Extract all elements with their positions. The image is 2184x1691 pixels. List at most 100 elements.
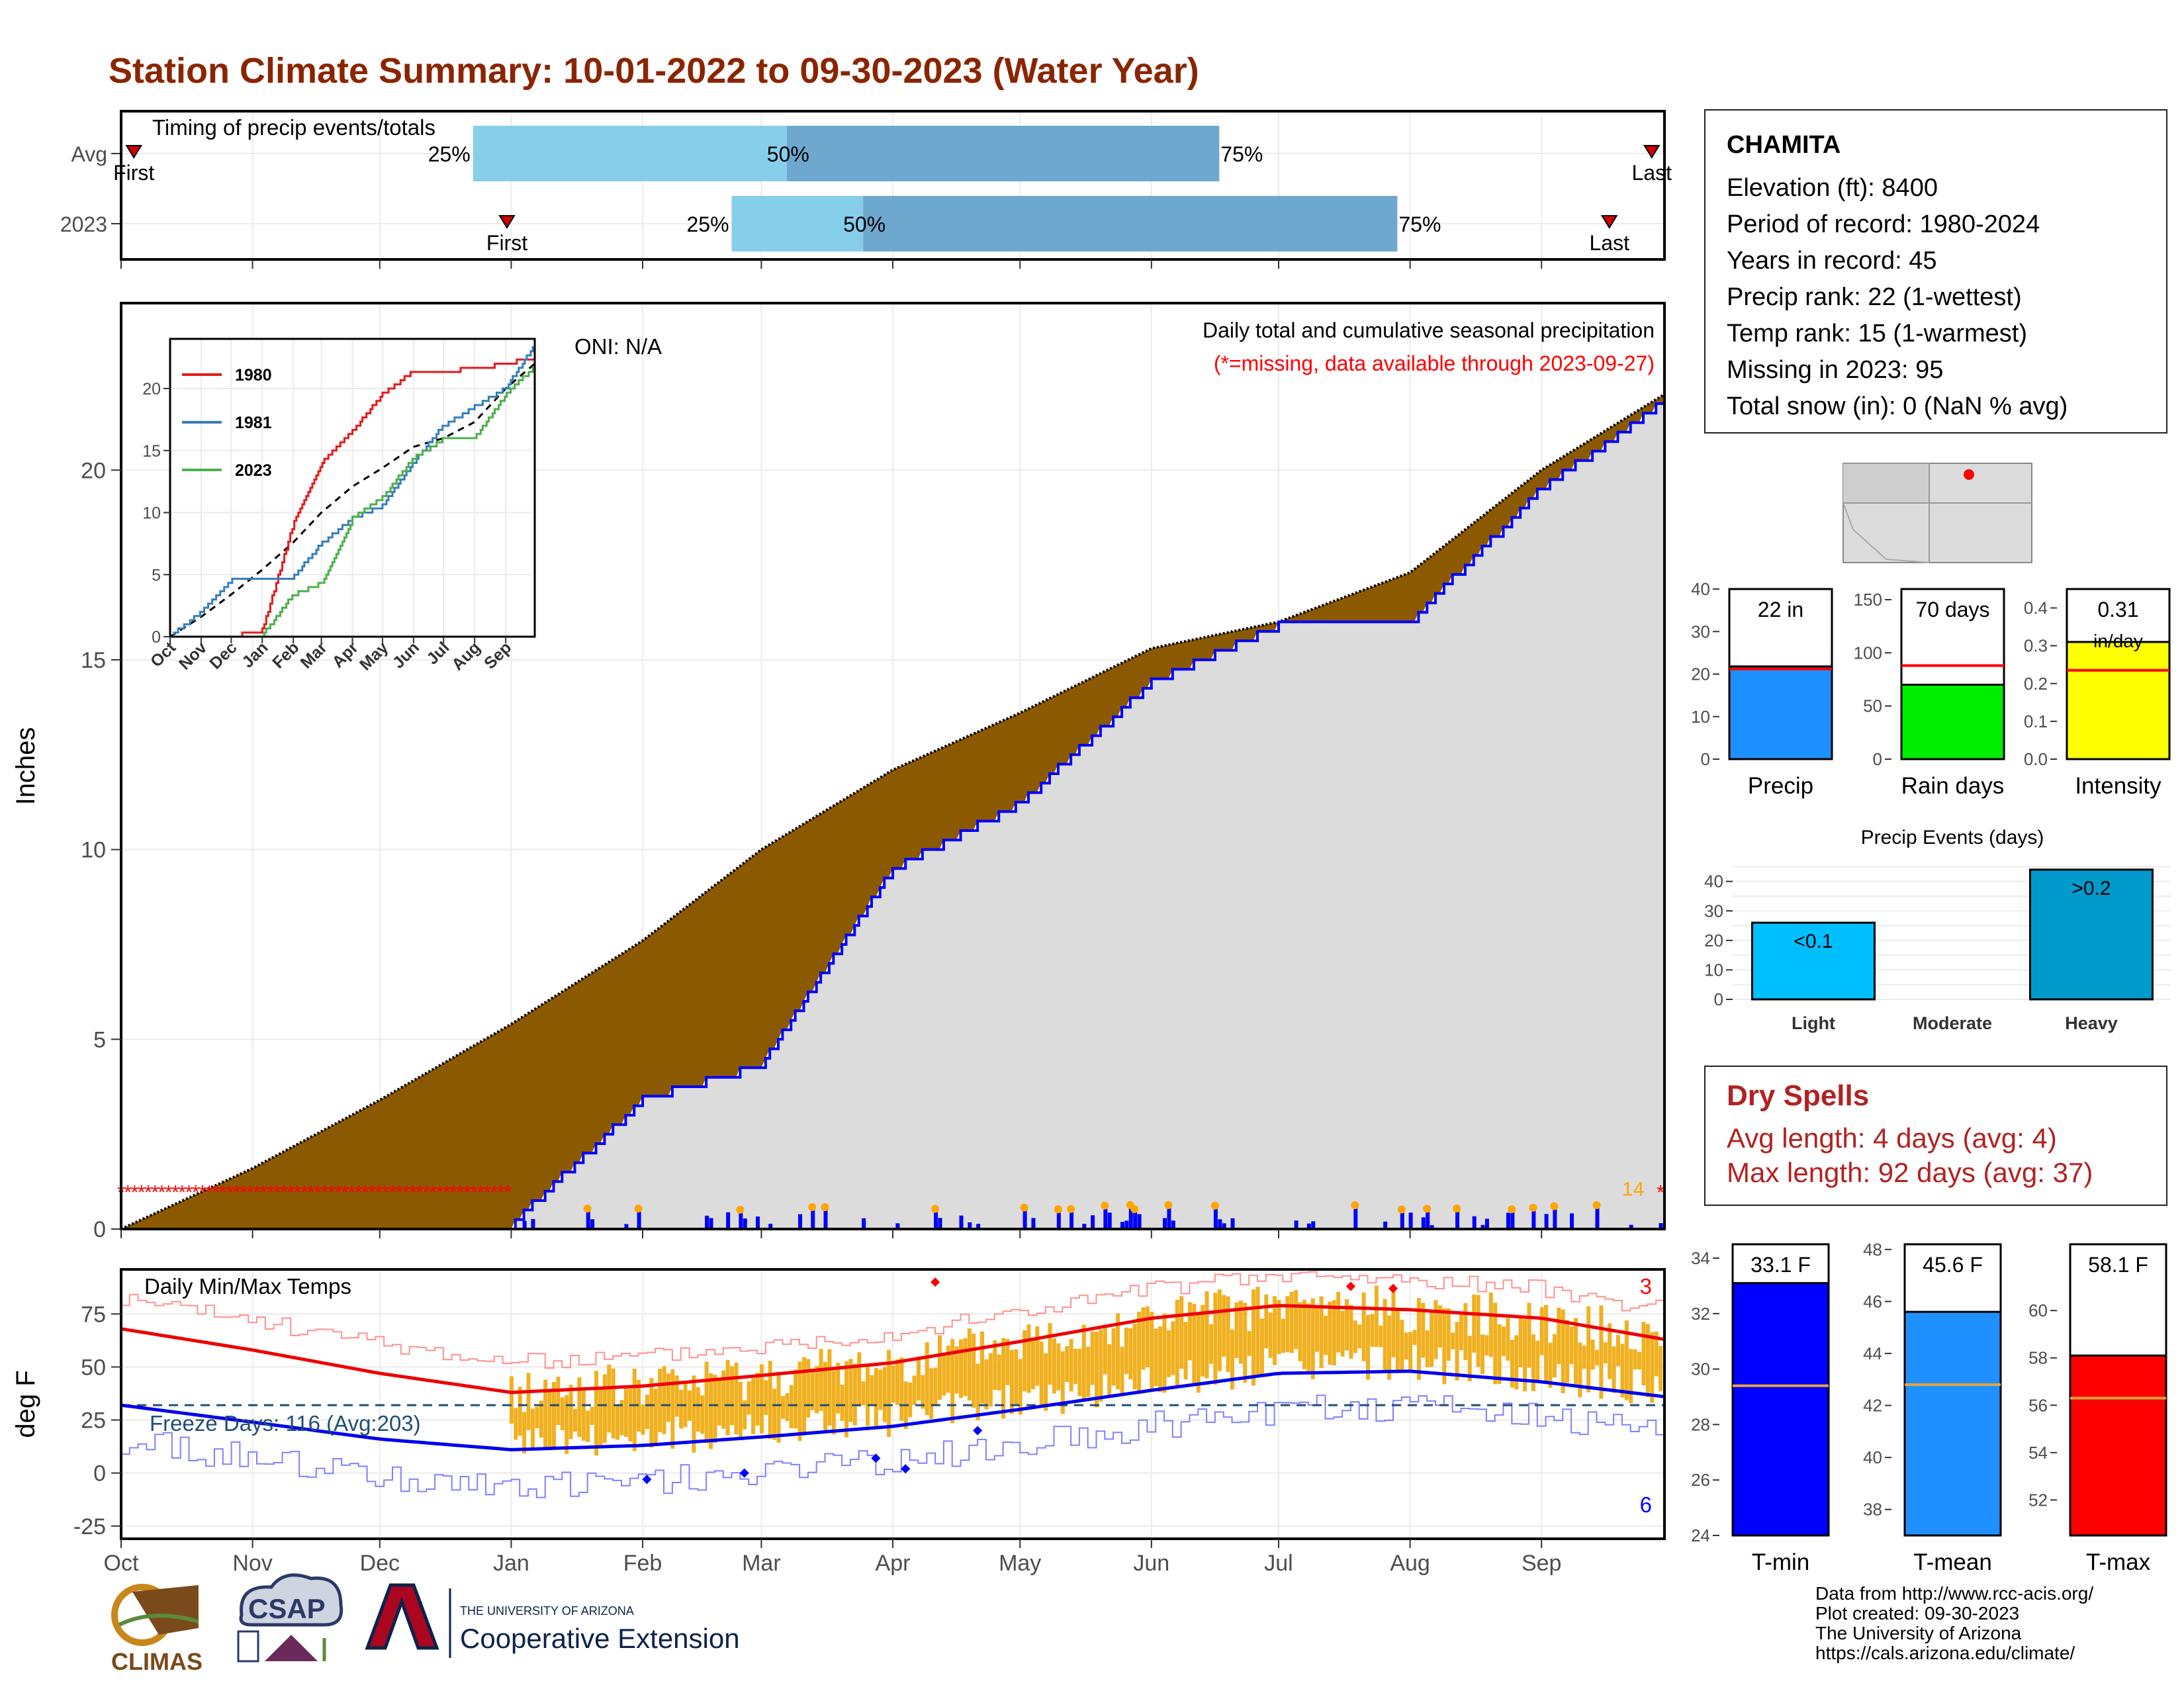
month-label: Oct [104, 1551, 139, 1576]
daily-temp-range-bar [679, 1389, 684, 1429]
mini-bar-name: Intensity [2075, 773, 2161, 799]
daily-temp-range-bar [1222, 1295, 1226, 1357]
daily-precip-marker [1130, 1205, 1139, 1213]
temp-panel-label: Daily Min/Max Temps [144, 1274, 351, 1299]
daily-temp-range-bar [526, 1373, 531, 1430]
daily-precip-bar [743, 1218, 747, 1229]
daily-precip-bar [637, 1210, 641, 1229]
mini-bar-value [1731, 1282, 1830, 1537]
mini-bar-value [1900, 684, 2005, 760]
daily-precip-marker [1020, 1203, 1028, 1212]
daily-temp-range-bar [1383, 1299, 1387, 1371]
credit-line: Plot created: 09-30-2023 [1815, 1603, 2020, 1623]
station-info-box: CHAMITA Elevation (ft): 8400 Period of r… [1704, 109, 2167, 434]
mini-tick-label: 28 [1691, 1414, 1710, 1434]
mini-tick-label: 44 [1863, 1344, 1882, 1363]
temp-tick-label: -25 [73, 1514, 106, 1539]
daily-temp-range-bar [1302, 1300, 1306, 1369]
daily-precip-bar [968, 1222, 972, 1229]
mini-bar-name: T-mean [1913, 1549, 1992, 1575]
daily-precip-marker [821, 1203, 829, 1211]
daily-precip-bar [1480, 1224, 1485, 1229]
summary-bars: 0 10 20 30 40 22 in Precip 0 50 100 150 70 days Rain… [1691, 579, 2179, 799]
daily-temp-range-bar [815, 1365, 819, 1414]
daily-temp-range-bar [721, 1370, 726, 1429]
events-category-label: Heavy [2065, 1013, 2118, 1033]
daily-temp-range-bar [895, 1359, 899, 1405]
temp-tick-label: 75 [81, 1302, 106, 1327]
daily-temp-range-bar [1459, 1311, 1463, 1351]
daily-precip-bar [798, 1214, 803, 1229]
daily-temp-range-bar [1044, 1353, 1048, 1411]
daily-temp-range-bar [827, 1349, 832, 1426]
daily-temp-range-bar [1187, 1302, 1192, 1361]
last-event-marker [1600, 215, 1618, 229]
daily-temp-range-bar [874, 1367, 878, 1428]
daily-precip-marker [931, 1205, 940, 1213]
missing-marker: * [212, 1182, 220, 1204]
daily-temp-range-bar [810, 1371, 815, 1410]
daily-temp-range-bar [755, 1372, 760, 1426]
daily-temp-range-bar [547, 1391, 552, 1451]
daily-temp-range-bar [1230, 1329, 1235, 1390]
average-min-line [120, 1369, 1665, 1451]
daily-precip-bar [1595, 1207, 1600, 1229]
daily-temp-range-bar [560, 1397, 565, 1431]
events-bar [2029, 868, 2154, 1001]
daily-temp-range-bar [1446, 1308, 1451, 1361]
daily-temp-range-bar [1162, 1313, 1167, 1393]
daily-temp-range-bar [641, 1404, 645, 1435]
events-bar-label: >0.2 [2071, 878, 2111, 899]
daily-temp-range-bar [556, 1377, 561, 1426]
daily-precip-bar [1107, 1212, 1112, 1229]
daily-precip-marker [1592, 1201, 1601, 1209]
daily-temp-range-bar [1518, 1318, 1523, 1367]
daily-precip-bar [895, 1223, 900, 1229]
csap-wordmark: CSAP [248, 1593, 326, 1624]
daily-temp-range-bar [1608, 1323, 1612, 1379]
locator-map [1843, 463, 2032, 563]
daily-precip-bar [1294, 1220, 1298, 1229]
daily-temp-range-bar [1659, 1346, 1663, 1391]
mini-bar-value-label: 58.1 F [2088, 1253, 2148, 1277]
mini-tick-label: 48 [1863, 1240, 1882, 1259]
missing-marker: * [457, 1182, 465, 1204]
daily-temp-range-bar [743, 1400, 747, 1430]
daily-precip-bar [1510, 1211, 1515, 1229]
daily-temp-range-bar [1298, 1302, 1302, 1361]
daily-precip-bar [811, 1209, 815, 1229]
daily-temp-range-bar [1366, 1314, 1371, 1380]
events-tick-label: 20 [1704, 931, 1723, 950]
missing-marker: * [449, 1182, 457, 1204]
csap-logo: CSAP [237, 1573, 343, 1663]
precip-events-chart: Precip Events (days) 0 10 20 30 40 <0.1 Light Mo… [1704, 827, 2171, 1033]
daily-temp-range-bar [1569, 1326, 1574, 1365]
events-tick-label: 10 [1704, 960, 1723, 980]
daily-temp-range-bar [1116, 1313, 1120, 1390]
daily-temp-range-bar [1645, 1324, 1650, 1397]
daily-temp-range-bar [1120, 1346, 1124, 1395]
daily-temp-range-bar [1251, 1289, 1256, 1386]
missing-marker: * [138, 1182, 146, 1204]
daily-temp-range-bar [1052, 1338, 1056, 1394]
daily-precip-bar [1484, 1218, 1489, 1229]
missing-marker: * [300, 1182, 308, 1204]
daily-temp-range-bar [1095, 1331, 1099, 1408]
missing-marker: * [219, 1182, 227, 1204]
events-category-label: Moderate [1913, 1013, 1992, 1033]
daily-temp-range-bar [1001, 1338, 1006, 1419]
daily-temp-range-bar [619, 1400, 624, 1436]
daily-temp-range-bar [1340, 1310, 1345, 1357]
daily-temp-range-bar [1391, 1290, 1396, 1357]
daily-temp-range-bar [840, 1385, 844, 1422]
daily-temp-range-bar [1014, 1349, 1019, 1406]
daily-temp-range-bar [801, 1357, 806, 1436]
daily-temp-range-bar [852, 1363, 857, 1426]
daily-precip-bar [1056, 1211, 1061, 1229]
daily-temp-range-bar [1404, 1332, 1408, 1360]
daily-temp-range-bar [993, 1340, 997, 1391]
daily-precip-bar [1163, 1218, 1167, 1229]
daily-temp-range-bar [518, 1387, 522, 1436]
daily-temp-range-bar [658, 1369, 662, 1433]
